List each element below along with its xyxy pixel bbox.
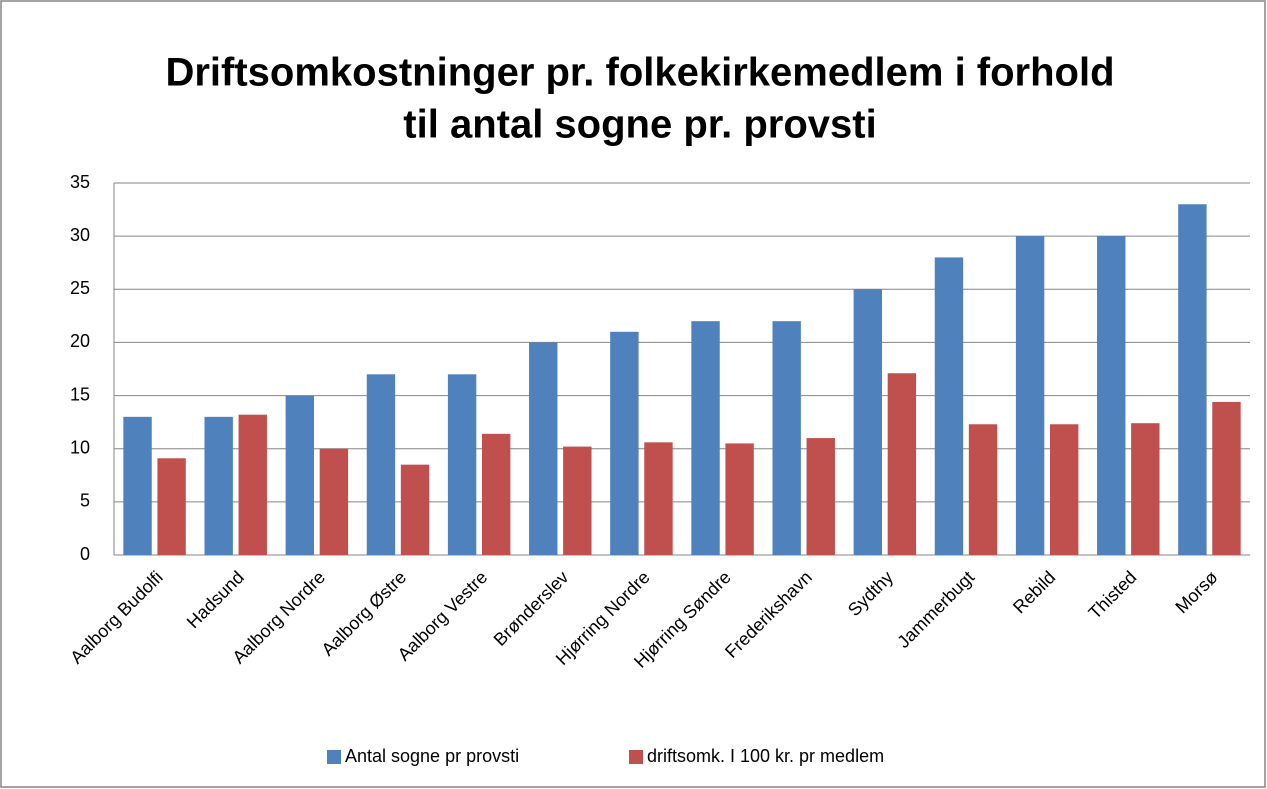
bar [725,443,754,555]
bar [157,458,186,555]
chart-title: Driftsomkostninger pr. folkekirkemedlem … [165,51,1114,95]
bar [644,442,673,555]
bar [319,448,349,555]
y-tick-label: 5 [80,491,90,511]
bar [1178,204,1207,555]
bar [1131,423,1160,555]
y-tick-label: 15 [70,384,90,404]
bar [1015,236,1045,555]
bar [529,342,558,555]
bar [934,257,964,555]
bar [366,374,396,555]
bar [563,446,592,555]
bar [806,438,835,555]
bar [968,424,998,555]
y-tick-label: 20 [70,331,90,351]
legend-label: Antal sogne pr provsti [345,746,519,766]
y-tick-label: 10 [70,437,90,457]
y-tick-label: 35 [70,172,90,192]
bar [400,464,430,555]
bar [481,433,511,555]
bar [853,289,883,555]
bar [691,321,720,555]
legend-swatch [327,750,341,764]
chart-title: til antal sogne pr. provsti [403,103,876,147]
bar [204,416,233,555]
bar [123,416,152,555]
bar [238,414,267,555]
bar [285,395,315,555]
y-tick-label: 0 [80,544,90,564]
bar [610,331,639,555]
legend-label: driftsomk. I 100 kr. pr medlem [647,746,884,766]
bar [1049,424,1079,555]
bar [1212,401,1241,555]
y-tick-label: 25 [70,278,90,298]
legend-swatch [629,750,643,764]
bar [447,374,477,555]
bar [1097,236,1126,555]
bar [887,373,917,555]
y-tick-label: 30 [70,225,90,245]
bar [772,321,801,555]
